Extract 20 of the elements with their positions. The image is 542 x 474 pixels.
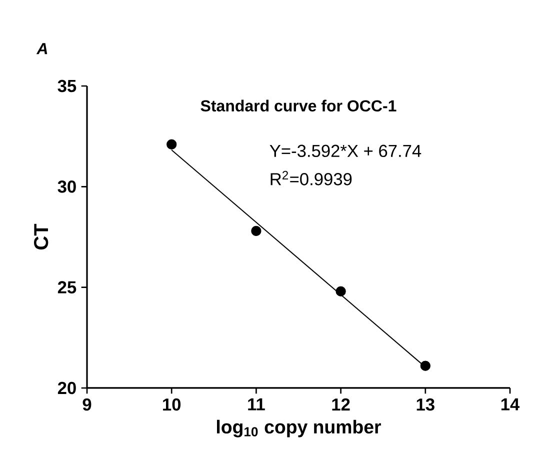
x-tick-label: 14 bbox=[501, 398, 520, 410]
x-tick-label: 12 bbox=[332, 398, 350, 410]
text: Standard curve for OCC-1 bbox=[200, 100, 396, 112]
x-tick-label: 13 bbox=[416, 398, 434, 411]
text: A bbox=[36, 43, 48, 54]
x-axis-title: log$_{10}$ copy number bbox=[217, 420, 381, 438]
x-tick-label: 9 bbox=[82, 398, 92, 411]
y-tick-label: 20 bbox=[58, 382, 76, 394]
y-tick-label: 35 bbox=[58, 80, 76, 92]
y-tick-label: 25 bbox=[58, 281, 76, 294]
x-tick-label: 11 bbox=[248, 398, 265, 410]
annotation: R$^{2}$=0.9939 bbox=[270, 170, 352, 186]
point bbox=[336, 286, 346, 296]
x-tick-label: 10 bbox=[163, 398, 181, 411]
y-tick-label: 30 bbox=[58, 180, 76, 193]
point bbox=[251, 226, 262, 236]
annotation: Y=-3.592*X + 67.74 bbox=[270, 144, 422, 158]
point bbox=[420, 360, 430, 371]
point bbox=[166, 139, 177, 150]
y-axis-title: CT bbox=[34, 224, 48, 250]
